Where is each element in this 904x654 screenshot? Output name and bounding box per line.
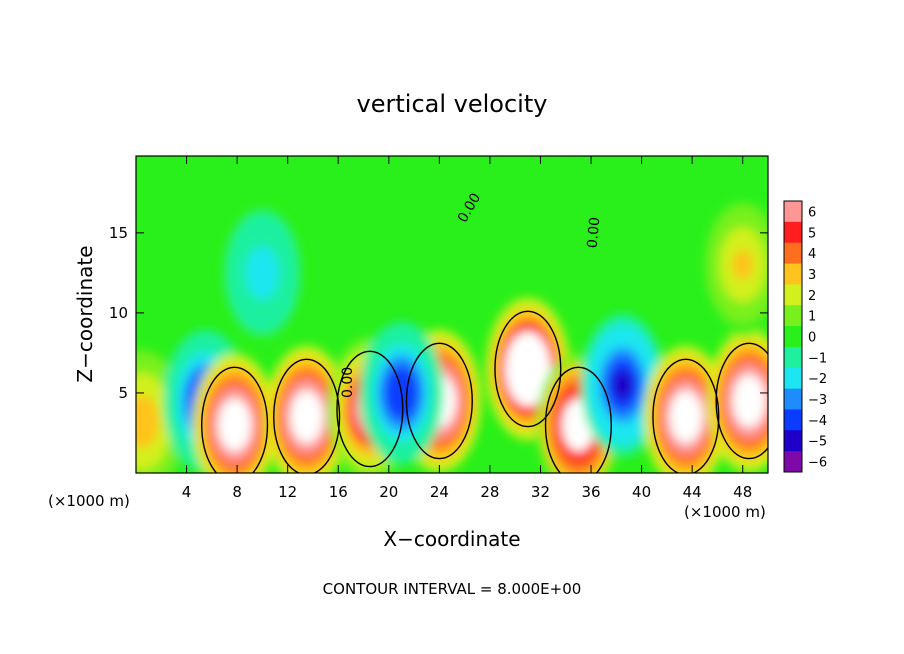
x-tick-label: 20: [379, 483, 398, 501]
colorbar-swatch: [784, 346, 802, 369]
colorbar-label: −5: [808, 435, 827, 450]
y-axis-label: Z−coordinate: [73, 245, 97, 382]
velocity-contour-fill: [224, 409, 245, 441]
velocity-contour-fill: [296, 401, 317, 433]
x-tick-label: 8: [232, 483, 242, 501]
contour-line: [544, 366, 612, 473]
colorbar-swatch: [784, 451, 802, 473]
x-tick-label: 16: [329, 483, 348, 501]
contour-line: [336, 350, 404, 468]
velocity-field: [136, 193, 768, 473]
velocity-cell: [707, 329, 768, 473]
y-tick-label: 5: [118, 384, 128, 402]
y-tick-label: 10: [109, 304, 128, 322]
velocity-contour-fill: [136, 406, 153, 437]
velocity-contour-fill: [517, 353, 539, 385]
plot-frame: [135, 155, 769, 474]
velocity-contour-fill: [732, 249, 754, 281]
colorbar-swatch: [784, 305, 802, 327]
colorbar-swatch: [784, 221, 802, 244]
contour-line: [652, 358, 720, 473]
colorbar-label: 2: [808, 289, 816, 304]
contour-label-3: 0.00: [585, 216, 604, 248]
colorbar-label: 5: [808, 226, 816, 241]
velocity-cell: [264, 345, 349, 473]
colorbar-swatch: [784, 263, 802, 285]
y-tick-label: 15: [109, 224, 128, 242]
colorbar-label: 4: [808, 247, 816, 262]
colorbar: 6 5 4 3 2 1 0 −1 −2 −3 −4 −5 −6: [783, 200, 827, 473]
contour-line: [201, 366, 269, 473]
contour-line: [494, 310, 562, 428]
colorbar-swatch: [784, 284, 802, 306]
colorbar-swatch: [784, 326, 802, 348]
colorbar-label: 6: [808, 205, 816, 220]
x-tick-label: 28: [480, 483, 499, 501]
colorbar-label: 0: [808, 331, 816, 346]
x-axis-label: X−coordinate: [383, 527, 520, 551]
x-tick-label: 12: [278, 483, 297, 501]
velocity-cell: [485, 297, 570, 441]
colorbar-label: −4: [808, 414, 827, 429]
velocity-contour-fill: [612, 369, 633, 401]
x-tick-label: 4: [182, 483, 192, 501]
x-tick-label: 48: [733, 483, 752, 501]
velocity-cell: [700, 193, 768, 337]
x-tick-label: 32: [531, 483, 550, 501]
zero-contours: [201, 310, 768, 473]
velocity-cell: [580, 313, 665, 457]
x-tick-label: 44: [683, 483, 702, 501]
velocity-contour-fill: [738, 385, 760, 417]
velocity-contour-fill: [568, 409, 589, 441]
x-unit-label-right: (×1000 m): [684, 503, 766, 521]
x-tick-label: 40: [632, 483, 651, 501]
colorbar-swatch: [784, 367, 802, 390]
velocity-cell: [192, 353, 277, 473]
colorbar-label: −3: [808, 393, 827, 408]
chart-title: vertical velocity: [357, 90, 548, 118]
colorbar-label: −6: [808, 456, 827, 471]
colorbar-label: −1: [808, 351, 827, 366]
colorbar-label: 1: [808, 310, 816, 325]
x-unit-label-left: (×1000 m): [48, 492, 130, 510]
colorbar-label: 3: [808, 268, 816, 283]
velocity-contour-fill: [252, 257, 273, 289]
contour-label-1: 0.00: [340, 367, 356, 398]
plot-area: [136, 156, 768, 473]
contour-line: [273, 358, 341, 473]
colorbar-swatch: [784, 430, 802, 452]
velocity-cell: [220, 201, 305, 345]
colorbar-swatch: [784, 201, 802, 223]
x-tick-label: 36: [581, 483, 600, 501]
colorbar-swatch: [784, 242, 802, 265]
contour-line: [715, 342, 768, 460]
x-tick-label: 24: [430, 483, 449, 501]
contour-line: [405, 342, 473, 460]
colorbar-swatch: [784, 409, 802, 431]
colorbar-frame: [783, 200, 803, 473]
velocity-cell: [643, 345, 728, 473]
velocity-contour-fill: [675, 401, 697, 433]
colorbar-swatch: [784, 388, 802, 410]
colorbar-label: −2: [808, 372, 827, 387]
contour-interval-footer: CONTOUR INTERVAL = 8.000E+00: [323, 580, 582, 598]
